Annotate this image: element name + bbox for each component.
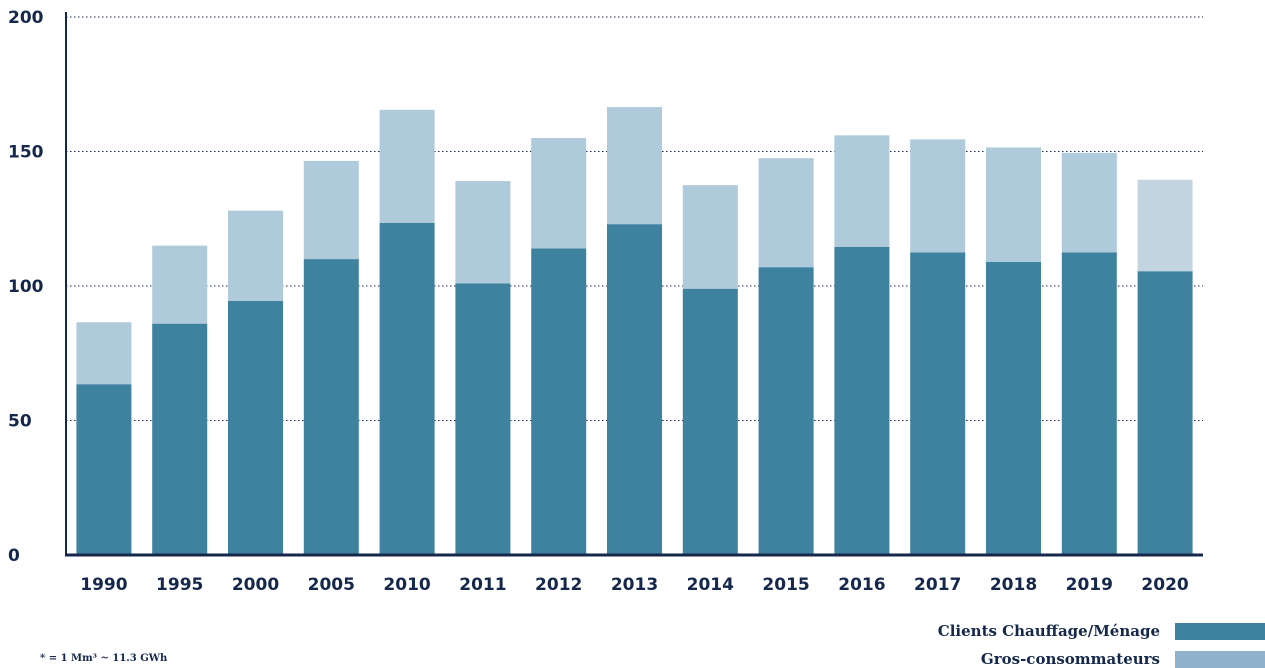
bar-segment [228, 210, 283, 301]
bar-segment [758, 267, 814, 555]
bar-segment [228, 300, 283, 555]
bar-segment [76, 322, 132, 385]
bar-segment [76, 384, 132, 555]
x-tick-label: 2000 [232, 575, 279, 595]
bar-segment [834, 135, 890, 247]
bar-segment [1137, 179, 1193, 272]
x-tick-label: 1995 [156, 575, 203, 595]
bar-segment [152, 323, 208, 555]
bar-segment [455, 181, 511, 284]
bar-segment [910, 252, 966, 555]
x-tick-label: 2012 [535, 575, 582, 595]
bar-segment [682, 288, 738, 555]
bar-segment [1137, 271, 1193, 555]
y-tick-label: 150 [8, 143, 44, 163]
bar-segment [1061, 252, 1117, 555]
bar-segment [455, 283, 511, 555]
legend-label-menage: Clients Chauffage/Ménage [937, 622, 1160, 640]
bar-segment [834, 246, 890, 555]
legend-label-gros: Gros-consommateurs [980, 650, 1160, 668]
x-tick-label: 2011 [459, 575, 506, 595]
bar-segment [379, 109, 435, 223]
x-tick-label: 2018 [990, 575, 1037, 595]
bar-segment [379, 222, 435, 555]
y-tick-label: 50 [8, 412, 32, 432]
x-tick-label: 2015 [762, 575, 809, 595]
bar-segment [303, 160, 359, 260]
bar-segment [531, 138, 587, 249]
bar-segment [152, 245, 208, 324]
bars [76, 107, 1193, 555]
x-tick-label: 2017 [914, 575, 961, 595]
x-tick-label: 2019 [1066, 575, 1113, 595]
bar-segment [531, 248, 587, 555]
x-tick-label: 2010 [383, 575, 430, 595]
legend-swatch-gros [1175, 651, 1265, 668]
x-tick-label: 2013 [611, 575, 658, 595]
bar-segment [986, 147, 1041, 262]
y-axis-ticks: 0 50 100 150 200 [8, 8, 44, 566]
bar-segment [758, 158, 814, 268]
bar-segment [986, 261, 1041, 555]
x-tick-label: 2020 [1141, 575, 1188, 595]
legend-swatch-menage [1175, 623, 1265, 640]
x-tick-label: 2016 [838, 575, 885, 595]
bar-segment [1061, 152, 1117, 253]
bar-segment [607, 224, 662, 555]
x-tick-label: 2005 [308, 575, 355, 595]
y-tick-label: 100 [8, 277, 44, 297]
x-tick-label: 2014 [687, 575, 734, 595]
bar-segment [682, 185, 738, 289]
bar-segment [303, 259, 359, 555]
footnote: * = 1 Mm³ ~ 11.3 GWh [40, 653, 168, 664]
y-tick-label: 200 [8, 8, 44, 28]
x-axis-ticks: 1990 1995 2000 2005 2010 2011 2012 2013 2014 2015… [80, 575, 1189, 595]
bar-segment [910, 139, 966, 253]
x-tick-label: 1990 [80, 575, 127, 595]
bar-segment [607, 107, 662, 225]
y-tick-label: 0 [8, 546, 20, 566]
